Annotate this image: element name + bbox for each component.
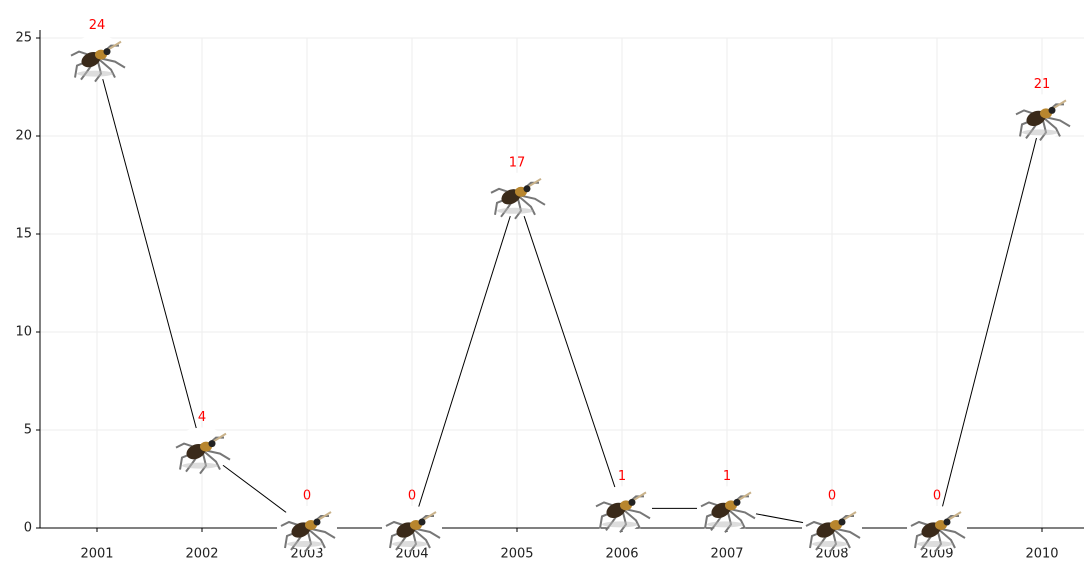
bug-head (838, 518, 846, 526)
bug-leg (726, 507, 746, 529)
y-tick-label: 5 (24, 423, 32, 438)
y-tick-label: 20 (15, 129, 32, 144)
bug-shadow (497, 207, 533, 214)
x-tick-label: 2001 (80, 547, 113, 562)
bug-shadow (1022, 129, 1058, 136)
y-tick-label: 15 (15, 227, 32, 242)
bug-shadow (182, 462, 218, 469)
value-label: 24 (89, 18, 106, 33)
bug-shadow (392, 541, 428, 547)
bug-leg (411, 527, 431, 549)
bug-head (103, 48, 111, 56)
value-label: 1 (618, 469, 626, 484)
bug-shadow (917, 541, 953, 547)
bug-head (733, 498, 741, 506)
value-label: 1 (723, 469, 731, 484)
bug-shadow (287, 541, 323, 547)
y-tick-label: 25 (15, 31, 32, 46)
bug-leg (831, 527, 851, 549)
bug-marker (697, 486, 757, 533)
y-tick-label: 0 (24, 521, 32, 536)
bug-leg (621, 507, 641, 529)
bug-head (628, 498, 636, 506)
value-label: 0 (303, 489, 311, 504)
value-label: 0 (408, 489, 416, 504)
bug-marker (382, 506, 442, 553)
line (96, 57, 1043, 529)
bug-leg (201, 448, 221, 471)
bug-marker (277, 506, 337, 553)
bug-marker (487, 172, 547, 220)
bug-head (523, 185, 531, 193)
bug-head (1048, 106, 1056, 114)
value-label: 0 (828, 489, 836, 504)
value-label: 21 (1034, 77, 1051, 92)
bug-marker (592, 486, 652, 533)
x-tick-label: 2003 (290, 547, 323, 562)
x-tick-label: 2005 (500, 547, 533, 562)
x-tick-label: 2007 (710, 547, 743, 562)
bug-marker (172, 427, 232, 475)
bug-leg (306, 527, 326, 549)
bug-shadow (602, 521, 638, 528)
value-label: 4 (198, 410, 206, 425)
x-tick-label: 2008 (815, 547, 848, 562)
bug-marker (907, 506, 967, 553)
x-tick-label: 2004 (395, 547, 428, 562)
bug-shadow (707, 521, 743, 528)
x-tick-label: 2006 (605, 547, 638, 562)
y-tick-label: 10 (15, 325, 32, 340)
bug-leg (516, 194, 536, 216)
x-tick-label: 2009 (920, 547, 953, 562)
bug-shadow (812, 541, 848, 547)
bug-head (313, 518, 321, 526)
x-tick-label: 2010 (1025, 547, 1058, 562)
bug-leg (96, 56, 116, 79)
bug-head (418, 518, 426, 526)
bug-marker (67, 35, 127, 83)
bug-leg (1041, 115, 1061, 137)
bug-marker (1012, 94, 1072, 142)
bug-marker (802, 506, 862, 553)
value-label: 17 (509, 155, 526, 170)
bug-shadow (77, 70, 113, 77)
value-label: 0 (933, 489, 941, 504)
bug-head (943, 518, 951, 526)
bug-head (208, 440, 216, 448)
x-tick-label: 2002 (185, 547, 218, 562)
bug-leg (936, 527, 956, 549)
